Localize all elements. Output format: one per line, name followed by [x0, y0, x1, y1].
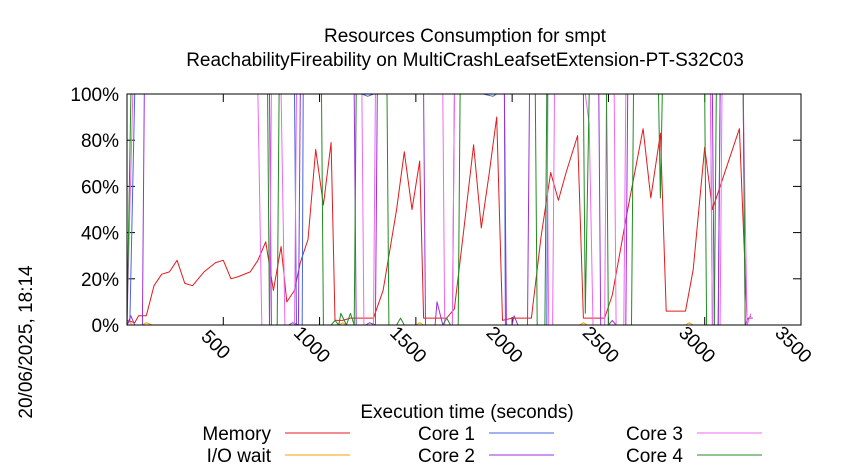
- y-tick-label: 40%: [81, 224, 119, 245]
- series-line-memory: [126, 116, 752, 324]
- x-tick-label: 1500: [385, 323, 430, 368]
- plot-frame: [126, 93, 802, 326]
- x-tick-label: 3500: [771, 323, 816, 368]
- legend-label: Core 4: [626, 446, 683, 467]
- x-tick-label: 3000: [674, 323, 719, 368]
- timestamp-label: 20/06/2025, 18:14: [16, 265, 37, 419]
- legend-label: I/O wait: [207, 446, 272, 467]
- x-tick-label: 1000: [289, 323, 334, 368]
- y-axis-ticks: 0% 20% 40% 60% 80% 100%: [70, 85, 801, 337]
- legend-label: Memory: [202, 424, 271, 445]
- series-line-i-o-wait: [126, 319, 753, 326]
- y-tick-label: 60%: [81, 177, 119, 198]
- legend-label: Core 3: [626, 424, 683, 445]
- x-axis-label: Execution time (seconds): [360, 402, 573, 423]
- plot-area: [126, 93, 753, 326]
- x-tick-label: 2000: [482, 323, 527, 368]
- y-tick-label: 20%: [81, 270, 119, 291]
- y-tick-label: 100%: [70, 85, 119, 106]
- y-tick-label: 80%: [81, 131, 119, 152]
- legend-label: Core 2: [418, 446, 475, 467]
- legend-label: Core 1: [418, 424, 475, 445]
- chart-title: Resources Consumption for smpt: [324, 26, 607, 47]
- x-tick-label: 500: [197, 326, 234, 363]
- series-line-core-3: [126, 93, 752, 326]
- series-line-core-4: [126, 93, 751, 326]
- chart-subtitle: ReachabilityFireability on MultiCrashLea…: [186, 50, 744, 71]
- x-tick-label: 2500: [578, 323, 623, 368]
- y-tick-label: 0%: [92, 316, 120, 337]
